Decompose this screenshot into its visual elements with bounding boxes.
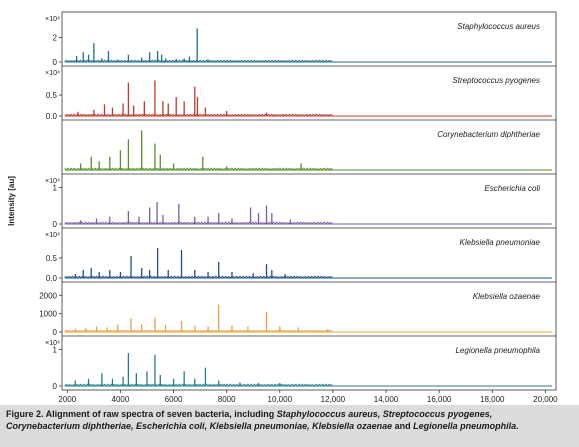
x-tick-label: 2000 [58, 395, 76, 404]
x-tick-label: 14,000 [374, 395, 399, 404]
spectrum-noise [64, 383, 333, 387]
y-tick-label: 0 [53, 58, 58, 67]
y-tick-label: 0.0 [46, 274, 58, 283]
caption-lead: Figure 2. Alignment of raw spectra of se… [6, 409, 277, 419]
caption-end: . [516, 421, 519, 431]
y-tick-label: 0.5 [46, 254, 58, 263]
y-multiplier: ×10⁴ [45, 16, 60, 23]
caption-band [0, 405, 579, 447]
y-tick-label: 1 [53, 345, 58, 354]
y-tick-label: 1000 [39, 310, 57, 319]
spectrum-noise [64, 329, 333, 333]
spectrum-noise [64, 113, 333, 117]
x-tick-label: 6000 [165, 395, 183, 404]
x-tick-label: 10,000 [268, 395, 293, 404]
y-multiplier: ×10⁴ [45, 232, 60, 239]
caption-species-2: Corynebacterium diphtheriae, Escherichia… [6, 421, 393, 431]
y-tick-label: 0 [53, 220, 58, 229]
species-label: Corynebacterium diphtheriae [437, 130, 540, 139]
y-tick-label: 0.5 [46, 91, 58, 100]
caption-species-1: Staphylococcus aureus, Streptococcus pyo… [276, 409, 493, 419]
y-tick-label: 0 [53, 328, 58, 337]
species-label: Streptococcus pyogenes [452, 76, 540, 85]
x-tick-label: 4000 [112, 395, 130, 404]
y-multiplier: ×10⁴ [45, 178, 60, 185]
x-tick-label: 20,000 [533, 395, 558, 404]
y-multiplier: ×10⁴ [45, 70, 60, 77]
x-tick-label: 12,000 [321, 395, 346, 404]
x-tick-label: 16,000 [427, 395, 452, 404]
species-label: Escherichia coli [484, 184, 540, 193]
y-tick-label: 2 [53, 34, 58, 43]
y-tick-label: 1 [53, 183, 58, 192]
spectrum-noise [64, 59, 333, 63]
species-label: Klebsiella ozaenae [473, 292, 541, 301]
y-tick-label: 0 [53, 382, 58, 391]
y-tick-label: 0.0 [46, 112, 58, 121]
x-tick-label: 8000 [218, 395, 236, 404]
species-label: Legionella pneumophila [455, 346, 540, 355]
x-tick-label: 18,000 [480, 395, 505, 404]
caption-species-3: Legionella pneumophila [413, 421, 517, 431]
y-tick-label: 2000 [39, 291, 57, 300]
y-axis-label: Intensity [au] [7, 176, 16, 226]
species-label: Staphylococcus aureus [457, 22, 540, 31]
figure-caption: Figure 2. Alignment of raw spectra of se… [6, 408, 572, 432]
plot-frame [61, 11, 557, 391]
y-multiplier: ×10⁴ [45, 340, 60, 347]
species-label: Klebsiella pneumoniae [460, 238, 541, 247]
caption-and: and [392, 421, 414, 431]
